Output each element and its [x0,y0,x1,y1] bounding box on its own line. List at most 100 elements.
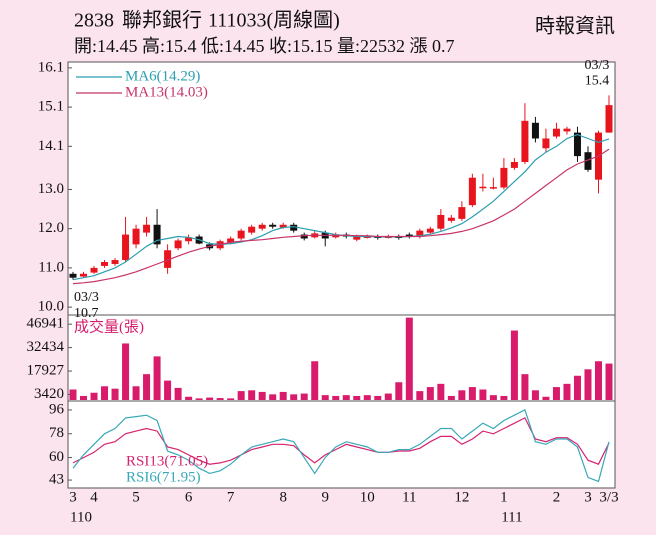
volume-bar [395,382,403,400]
candle-body [122,234,130,261]
candle-body [279,224,287,228]
volume-bar [458,390,466,400]
candle-body [584,152,592,170]
quote-line: 開:14.45 高:15.4 低:14.45 收:15.15 量:22532 漲… [74,36,455,56]
volume-bar [437,383,445,400]
y-tick-label: 16.1 [38,59,64,75]
y-tick-label: 43 [49,471,64,487]
source: 時報資訊 [535,15,615,38]
annotation-date: 03/3 [585,58,610,73]
candle-body [132,228,140,245]
candle-body [290,224,298,231]
volume-bar [216,398,224,400]
candle-body [227,238,235,243]
candle-body [164,250,172,268]
candle-body [80,273,88,277]
x-tick-label: 11 [402,489,416,505]
candle-body [269,224,277,227]
y-tick-label: 10.0 [38,299,64,315]
candle-body [258,224,266,229]
volume-bar [174,387,182,400]
volume-bar [468,387,476,400]
x-tick-label: 7 [227,489,235,505]
volume-bar [342,395,350,400]
volume-bar [521,374,529,400]
x-tick-label: 3 [584,489,592,505]
volume-bar [573,375,581,400]
stock-name: 聯邦銀行 [122,9,202,32]
x-tick-label: 4 [90,489,98,505]
volume-bar [185,396,193,400]
candle-body [363,236,371,239]
volume-bar [384,393,392,400]
candle-body [521,120,529,163]
candle-body [153,224,161,245]
y-tick-label: 14.1 [38,138,64,154]
x-tick-label: 3/3 [599,489,618,505]
y-tick-label: 17927 [27,362,65,378]
volume-bar [290,394,298,400]
volume-bar [101,386,109,400]
candle-body [353,236,361,240]
x-tick-label: 2 [553,489,561,505]
candle-body [143,224,151,233]
x-tick-label: 9 [321,489,329,505]
volume-bar [552,387,560,400]
legend-label: MA6(14.29) [125,68,200,84]
volume-bar [405,317,413,400]
candle-body [531,122,539,139]
volume-bar [69,389,77,400]
candle-body [489,187,497,189]
volume-bar [510,330,518,400]
y-tick-label: 12.0 [38,220,64,236]
volume-bar [416,391,424,400]
candle-body [174,240,182,249]
x-tick-label: 8 [279,489,287,505]
candle-body [69,273,77,278]
candle-body [500,167,508,188]
y-tick-label: 3420 [34,386,64,402]
candle-body [300,234,308,239]
candle-body [563,128,571,132]
x-tick-label: 10 [360,489,375,505]
y-tick-label: 13.0 [38,181,64,197]
volume-bar [206,397,214,400]
candle-body [573,132,581,157]
volume-bar [363,395,371,400]
volume-bar [143,374,151,400]
indicator-line [72,417,610,465]
candle-body [447,217,455,221]
volume-bar [584,369,592,400]
y-tick-label: 11.0 [38,259,64,275]
candle-body [437,214,445,229]
candle-body [510,162,518,168]
y-tick-label: 46941 [27,316,65,332]
indicator-line [72,409,610,483]
legend-label: RSI13(71.05) [126,453,208,469]
candle-body [458,207,466,219]
x-year-label: 110 [70,509,92,525]
volume-bar [153,356,161,400]
candle-body [426,228,434,233]
volume-bar [122,343,130,400]
annotation-value: 10.7 [74,306,99,321]
volume-bar [111,388,119,400]
candle-body [185,237,193,242]
candle-body [468,177,476,206]
candle-body [248,226,256,233]
volume-bar [227,398,235,400]
volume-bar [353,395,361,400]
legend-label: MA13(14.03) [125,84,208,100]
volume-bar [374,395,382,400]
candle-body [332,234,340,238]
candle-body [237,230,245,239]
volume-bar [164,380,172,400]
candle-body [542,138,550,149]
volume-bar [258,391,266,400]
y-tick-label: 32434 [27,339,65,355]
annotation-value: 15.4 [585,74,610,89]
candle-body [101,262,109,266]
volume-bar [279,391,287,400]
candle-body [552,128,560,137]
volume-bar [531,390,539,400]
